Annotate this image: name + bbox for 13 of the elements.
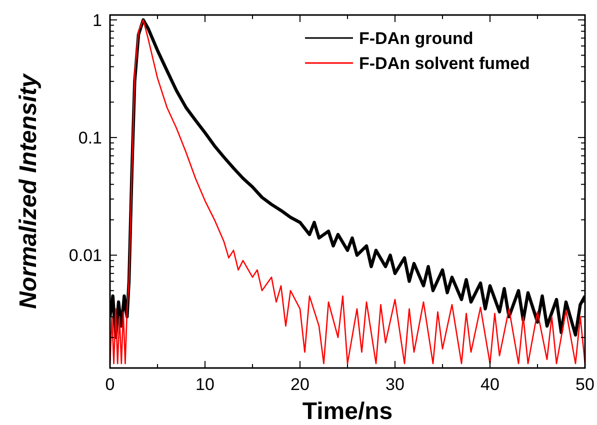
x-tick-label: 50: [576, 375, 594, 394]
x-tick-label: 0: [105, 375, 115, 394]
x-tick-label: 10: [196, 375, 214, 394]
y-tick-label: 0.1: [78, 128, 102, 148]
legend-label: F-DAn ground: [359, 29, 474, 48]
x-tick-label: 40: [480, 375, 500, 394]
x-tick-label: 20: [290, 375, 310, 394]
x-tick-label: 30: [386, 375, 404, 394]
y-axis-title: Normalized Intensity: [15, 72, 42, 309]
legend-label: F-DAn solvent fumed: [359, 54, 530, 73]
y-tick-label: 1: [92, 10, 102, 30]
x-axis-title: Time/ns: [302, 398, 393, 425]
y-tick-label: 0.01: [68, 246, 102, 266]
